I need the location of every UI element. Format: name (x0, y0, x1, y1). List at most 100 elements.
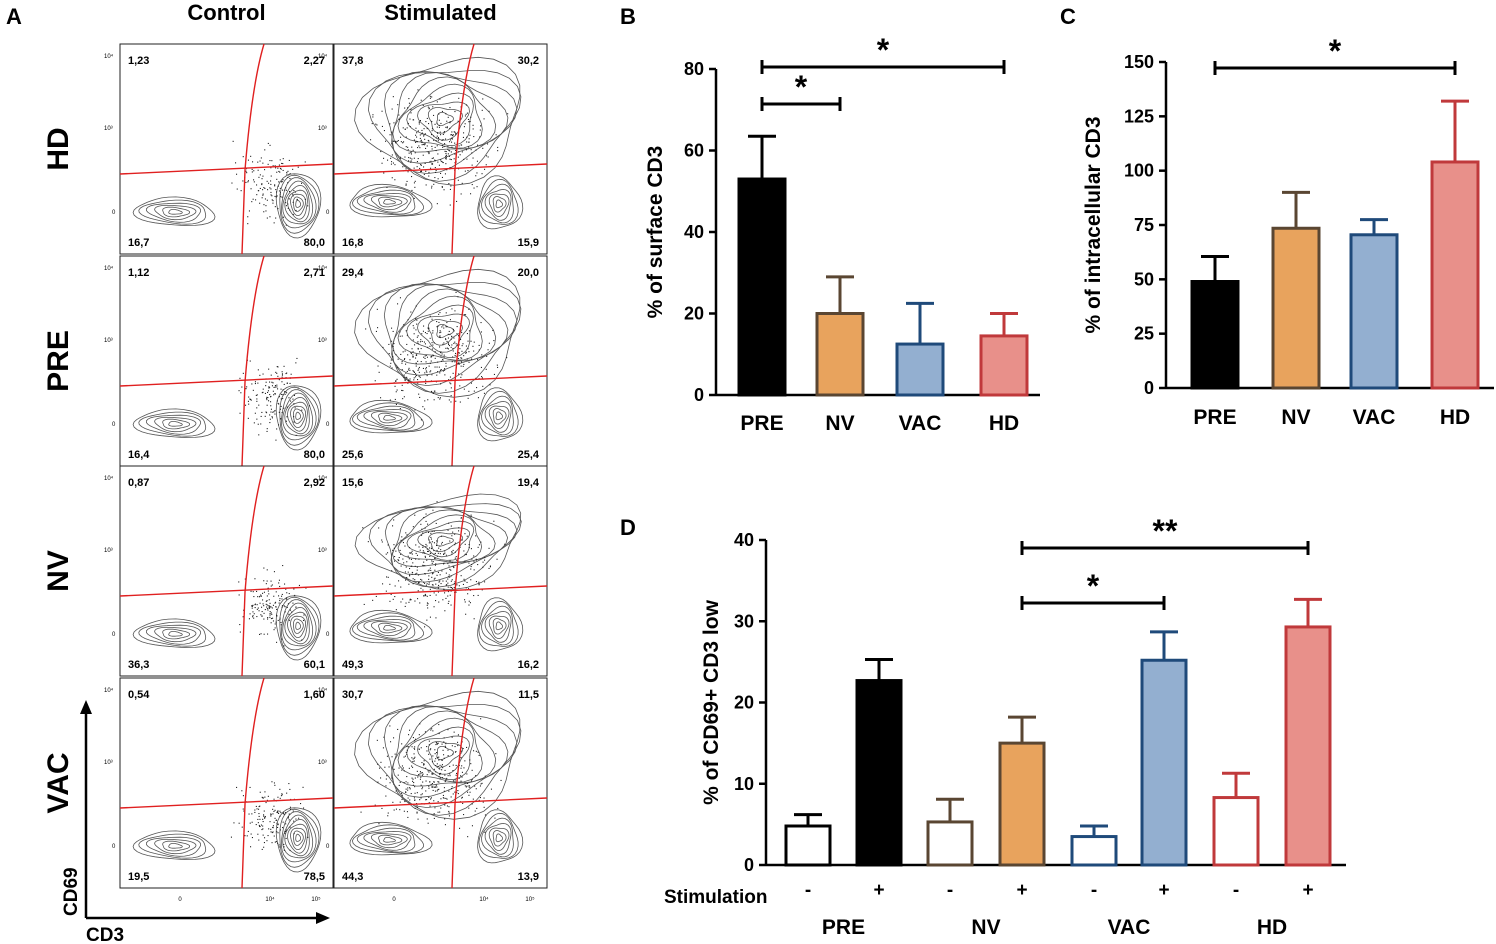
dot (447, 755, 449, 757)
dot (412, 370, 414, 372)
dot (287, 817, 289, 819)
contour-line (406, 304, 474, 358)
bar-pre (1190, 280, 1240, 390)
dot (376, 739, 378, 741)
dot (263, 633, 265, 635)
dot (414, 746, 416, 748)
dot (267, 590, 269, 592)
dot (283, 407, 285, 409)
dot (453, 566, 455, 568)
dot (403, 324, 405, 326)
dot (455, 591, 457, 593)
dot (288, 174, 290, 176)
dot (269, 381, 271, 383)
dot (444, 818, 446, 820)
significance-label: ** (1153, 513, 1178, 549)
dot (443, 737, 445, 739)
dot (435, 786, 437, 788)
contour-line (428, 532, 463, 553)
dot (482, 566, 484, 568)
dot (440, 122, 442, 124)
dot (435, 150, 437, 152)
dot (407, 746, 409, 748)
dot (275, 189, 277, 191)
dot (248, 210, 250, 212)
dot (495, 134, 497, 136)
dot (460, 775, 462, 777)
dot (443, 357, 445, 359)
dot (280, 393, 282, 395)
dot (488, 342, 490, 344)
dot (454, 361, 456, 363)
dot (398, 118, 400, 120)
dot (276, 372, 278, 374)
dot (433, 399, 435, 401)
contour-line (280, 811, 317, 863)
dot (258, 839, 260, 841)
dot (431, 128, 433, 130)
dot (232, 140, 234, 142)
dot (408, 767, 410, 769)
dot (437, 132, 439, 134)
dot (421, 528, 423, 530)
dot (479, 129, 481, 131)
group-label-hd: HD (1257, 916, 1287, 939)
dot (277, 812, 279, 814)
dot (463, 550, 465, 552)
dot (259, 374, 261, 376)
dot (447, 729, 449, 731)
dot (377, 781, 379, 783)
gate-line-vertical (451, 43, 475, 255)
dot (422, 781, 424, 783)
dot (420, 170, 422, 172)
plot-frame (333, 43, 548, 255)
dot (270, 374, 272, 376)
dot (254, 383, 256, 385)
dot (252, 161, 254, 163)
dot (431, 786, 433, 788)
contour-line (349, 821, 433, 856)
dot (418, 343, 420, 345)
dot (264, 415, 266, 417)
dot (442, 146, 444, 148)
dot (442, 797, 444, 799)
dot (421, 788, 423, 790)
dot (409, 729, 411, 731)
row-label-hd: HD (42, 127, 75, 170)
dot (269, 144, 271, 146)
bar-pre-unstimulated (784, 824, 832, 867)
dot (441, 161, 443, 163)
dot (420, 348, 422, 350)
bar-vac-unstimulated (1070, 835, 1118, 867)
dot (281, 412, 283, 414)
dot (262, 189, 264, 191)
dot (437, 371, 439, 373)
dot (447, 333, 449, 335)
dot (273, 798, 275, 800)
y-tick-label: 40 (684, 222, 704, 242)
dot (436, 101, 438, 103)
dot (468, 794, 470, 796)
dot (253, 179, 255, 181)
contour-line (284, 818, 310, 857)
y-tick-label: 60 (684, 141, 704, 161)
contour-line (484, 823, 512, 855)
dot (409, 369, 411, 371)
dot (431, 96, 433, 98)
dot (438, 113, 440, 115)
dot (285, 831, 287, 833)
dot (390, 741, 392, 743)
dot (274, 817, 276, 819)
dot (413, 797, 415, 799)
dot (428, 153, 430, 155)
dot (424, 595, 426, 597)
dot (454, 542, 456, 544)
dot (270, 815, 272, 817)
y-tick-label: 10³ (318, 338, 327, 344)
dot (488, 110, 490, 112)
dot (275, 591, 277, 593)
dot (424, 731, 426, 733)
dot (242, 616, 244, 618)
dot (431, 187, 433, 189)
